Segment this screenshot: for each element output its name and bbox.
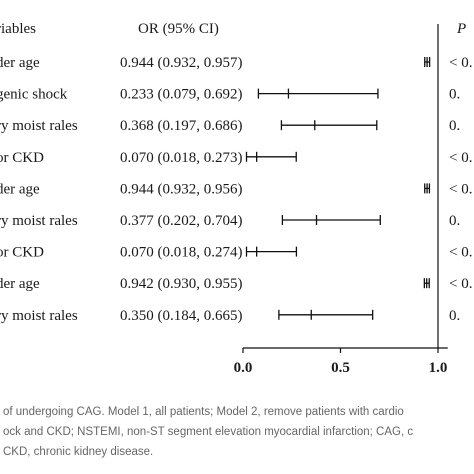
row-or-ci-label: 0.070 (0.018, 0.273)	[120, 150, 243, 166]
row-p-value-label: 0.	[449, 87, 460, 103]
x-axis: 0.0 0.5 1.0	[234, 24, 448, 376]
caption-line: of undergoing CAG. Model 1, all patients…	[3, 406, 404, 418]
row-variable-label: or CKD	[0, 150, 44, 166]
row-p-value-label: < 0.	[449, 150, 472, 166]
row-or-ci-label: 0.350 (0.184, 0.665)	[120, 308, 243, 324]
x-tick-label: 1.0	[429, 360, 448, 376]
header-or-ci: OR (95% CI)	[138, 21, 219, 37]
header-variables: riables	[0, 21, 36, 37]
row-or-ci-label: 0.070 (0.018, 0.274)	[120, 245, 243, 261]
row-variable-label: ry moist rales	[0, 308, 78, 324]
row-p-value-label: < 0.	[449, 55, 472, 71]
figure-caption: of undergoing CAG. Model 1, all patients…	[3, 406, 413, 458]
row-variable-label: ry moist rales	[0, 213, 78, 229]
row-p-value-label: < 0.	[449, 181, 472, 197]
row-or-ci-label: 0.368 (0.197, 0.686)	[120, 118, 243, 134]
caption-line: ock and CKD; NSTEMI, non-ST segment elev…	[3, 426, 413, 438]
row-or-ci-label: 0.233 (0.079, 0.692)	[120, 87, 243, 103]
row-variable-label: der age	[0, 276, 40, 292]
row-p-value-label: 0.	[449, 213, 460, 229]
rows-layer: der age 0.944 (0.932, 0.957) < 0. genic sho…	[0, 55, 472, 324]
row-p-value-label: 0.	[449, 308, 460, 324]
row-variable-label: der age	[0, 55, 40, 71]
row-variable-label: ry moist rales	[0, 118, 78, 134]
row-or-ci-label: 0.942 (0.930, 0.955)	[120, 276, 243, 292]
x-tick-label: 0.5	[331, 360, 350, 376]
row-variable-label: der age	[0, 181, 40, 197]
row-p-value-label: 0.	[449, 118, 460, 134]
caption-line: CKD, chronic kidney disease.	[3, 446, 153, 458]
row-variable-label: or CKD	[0, 245, 44, 261]
row-p-value-label: < 0.	[449, 245, 472, 261]
row-p-value-label: < 0.	[449, 276, 472, 292]
row-variable-label: genic shock	[0, 87, 68, 103]
row-or-ci-label: 0.944 (0.932, 0.957)	[120, 55, 243, 71]
header-p-value: P	[456, 21, 466, 37]
x-tick-label: 0.0	[234, 360, 253, 376]
row-or-ci-label: 0.377 (0.202, 0.704)	[120, 213, 243, 229]
row-or-ci-label: 0.944 (0.932, 0.956)	[120, 181, 243, 197]
